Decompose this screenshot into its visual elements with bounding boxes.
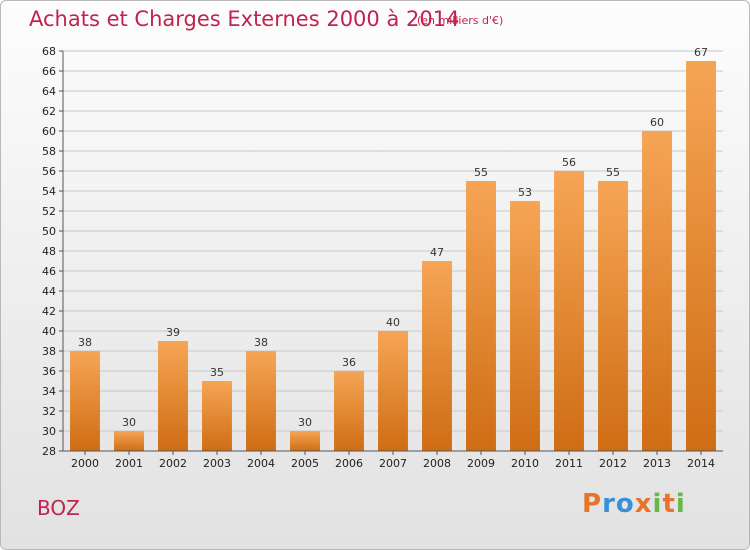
bar-value-label: 38	[78, 336, 92, 349]
place-name: BOZ	[37, 496, 80, 520]
bar-value-label: 55	[606, 166, 620, 179]
logo-letter: t	[662, 489, 676, 519]
x-tick-label: 2011	[555, 457, 583, 470]
logo-letter: r	[602, 489, 616, 519]
bar	[114, 431, 144, 451]
bar	[510, 201, 540, 451]
bar	[378, 331, 408, 451]
y-tick-label: 46	[42, 265, 56, 278]
x-tick-label: 2010	[511, 457, 539, 470]
y-tick-label: 48	[42, 245, 56, 258]
bar-value-label: 56	[562, 156, 576, 169]
bar-value-label: 53	[518, 186, 532, 199]
x-tick-label: 2008	[423, 457, 451, 470]
y-tick-label: 42	[42, 305, 56, 318]
x-tick-label: 2006	[335, 457, 363, 470]
chart-title: Achats et Charges Externes 2000 à 2014	[29, 7, 460, 31]
y-tick-label: 44	[42, 285, 56, 298]
logo-letter: P	[582, 489, 603, 519]
bar	[334, 371, 364, 451]
bar-value-label: 30	[122, 416, 136, 429]
bar-value-label: 39	[166, 326, 180, 339]
y-tick-label: 32	[42, 405, 56, 418]
bar-value-label: 38	[254, 336, 268, 349]
bar	[466, 181, 496, 451]
logo-letter: i	[675, 489, 686, 519]
y-tick-label: 34	[42, 385, 56, 398]
x-tick-label: 2014	[687, 457, 715, 470]
logo-letter: o	[615, 489, 635, 519]
x-tick-label: 2005	[291, 457, 319, 470]
y-tick-label: 62	[42, 105, 56, 118]
y-tick-label: 60	[42, 125, 56, 138]
bar	[70, 351, 100, 451]
logo-letter: x	[634, 489, 653, 519]
bar-value-label: 40	[386, 316, 400, 329]
y-tick-label: 38	[42, 345, 56, 358]
bar-value-label: 55	[474, 166, 488, 179]
bar	[158, 341, 188, 451]
x-tick-label: 2002	[159, 457, 187, 470]
bar-value-label: 47	[430, 246, 444, 259]
bar	[246, 351, 276, 451]
bar-value-label: 67	[694, 46, 708, 59]
y-tick-label: 68	[42, 45, 56, 58]
y-tick-label: 56	[42, 165, 56, 178]
bar-value-label: 30	[298, 416, 312, 429]
y-tick-label: 54	[42, 185, 56, 198]
y-tick-label: 30	[42, 425, 56, 438]
y-tick-label: 36	[42, 365, 56, 378]
x-tick-label: 2007	[379, 457, 407, 470]
bar-value-label: 36	[342, 356, 356, 369]
y-tick-label: 66	[42, 65, 56, 78]
chart-subtitle: (en milliers d'€)	[417, 14, 504, 27]
proxiti-logo: Proxiti	[582, 489, 686, 519]
logo-letter: i	[652, 489, 663, 519]
x-tick-label: 2001	[115, 457, 143, 470]
x-tick-label: 2003	[203, 457, 231, 470]
y-tick-label: 58	[42, 145, 56, 158]
y-tick-label: 28	[42, 445, 56, 458]
bar	[202, 381, 232, 451]
x-tick-label: 2000	[71, 457, 99, 470]
bar	[686, 61, 716, 451]
x-tick-label: 2004	[247, 457, 275, 470]
bar	[642, 131, 672, 451]
bar	[422, 261, 452, 451]
bar-value-label: 60	[650, 116, 664, 129]
bar	[290, 431, 320, 451]
bar	[598, 181, 628, 451]
axes: 28 30 32 34 36 38 40 42 44 46 48 50 52 54 56 58 60 62 64 66…	[42, 45, 723, 470]
y-tick-label: 52	[42, 205, 56, 218]
x-tick-label: 2009	[467, 457, 495, 470]
bars: 38 30 39 35 38 30 36 40 47 55 53 56 55 60 67	[70, 46, 716, 451]
y-tick-label: 40	[42, 325, 56, 338]
x-tick-label: 2012	[599, 457, 627, 470]
bar	[554, 171, 584, 451]
x-tick-label: 2013	[643, 457, 671, 470]
y-tick-label: 64	[42, 85, 56, 98]
y-tick-label: 50	[42, 225, 56, 238]
bar-value-label: 35	[210, 366, 224, 379]
